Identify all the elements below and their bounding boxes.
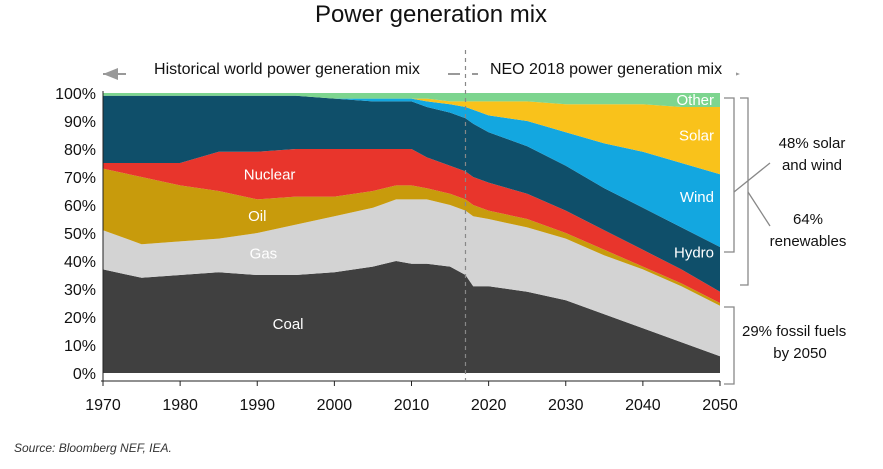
y-tick-label: 70% bbox=[64, 170, 96, 187]
y-tick-label: 50% bbox=[64, 226, 96, 243]
area-other bbox=[103, 93, 720, 107]
label-gas: Gas bbox=[250, 245, 278, 262]
y-tick-label: 80% bbox=[64, 142, 96, 159]
x-tick-label: 1980 bbox=[162, 397, 198, 414]
y-tick-label: 100% bbox=[55, 86, 96, 103]
axes: 0% 10% 20% 30% 40% 50% 60% 70% 80% 90% 100% 1970 198… bbox=[55, 50, 738, 414]
x-tick-label: 2010 bbox=[394, 397, 430, 414]
y-tick-label: 0% bbox=[73, 366, 96, 383]
period-historical-label: Historical world power generation mix bbox=[154, 61, 420, 78]
annotation-solar-wind-line1: 48% solar bbox=[779, 135, 846, 152]
label-wind: Wind bbox=[680, 189, 714, 206]
annotation-solar-wind-line2: and wind bbox=[782, 157, 842, 174]
area-solar bbox=[103, 95, 720, 175]
x-tick-label: 2050 bbox=[702, 397, 738, 414]
area-labels: Coal Gas Oil Nuclear Hydro Wind Solar Other bbox=[244, 92, 714, 333]
period-forecast: NEO 2018 power generation mix bbox=[472, 58, 740, 80]
area-nuclear bbox=[103, 149, 720, 303]
annotation-fossil-line1: 29% fossil fuels bbox=[742, 323, 846, 340]
label-oil: Oil bbox=[248, 208, 266, 225]
y-tick-label: 20% bbox=[64, 310, 96, 327]
x-tick-label: 1990 bbox=[239, 397, 275, 414]
annotation-fossil-line2: by 2050 bbox=[773, 345, 826, 362]
y-tick-label: 60% bbox=[64, 198, 96, 215]
area-coal bbox=[103, 261, 720, 373]
y-tick-label: 30% bbox=[64, 282, 96, 299]
annotation-solar-wind: 48% solar and wind bbox=[724, 97, 846, 253]
x-tick-label: 1970 bbox=[85, 397, 121, 414]
annotation-renewables-line2: renewables bbox=[770, 233, 847, 250]
area-oil bbox=[103, 168, 720, 306]
area-gas bbox=[103, 199, 720, 357]
period-forecast-label: NEO 2018 power generation mix bbox=[490, 61, 722, 78]
source-note: Source: Bloomberg NEF, IEA. bbox=[14, 441, 172, 455]
y-tick-label: 40% bbox=[64, 254, 96, 271]
label-coal: Coal bbox=[273, 316, 304, 333]
label-hydro: Hydro bbox=[674, 245, 714, 262]
x-tick-label: 2000 bbox=[317, 397, 353, 414]
y-tick-label: 90% bbox=[64, 114, 96, 131]
annotation-renewables: 64% renewables bbox=[740, 97, 847, 286]
area-hydro bbox=[103, 95, 720, 292]
period-historical: Historical world power generation mix bbox=[103, 58, 460, 80]
label-solar: Solar bbox=[679, 128, 714, 145]
x-tick-label: 2040 bbox=[625, 397, 661, 414]
chart-title: Power generation mix bbox=[315, 1, 547, 28]
label-other: Other bbox=[676, 92, 714, 109]
x-tick-label: 2020 bbox=[471, 397, 507, 414]
annotation-renewables-line1: 64% bbox=[793, 211, 823, 228]
area-layers bbox=[103, 93, 720, 373]
x-tick-label: 2030 bbox=[548, 397, 584, 414]
area-wind bbox=[103, 95, 720, 247]
label-nuclear: Nuclear bbox=[244, 167, 296, 184]
annotation-fossil: 29% fossil fuels by 2050 bbox=[724, 306, 846, 385]
y-tick-label: 10% bbox=[64, 338, 96, 355]
